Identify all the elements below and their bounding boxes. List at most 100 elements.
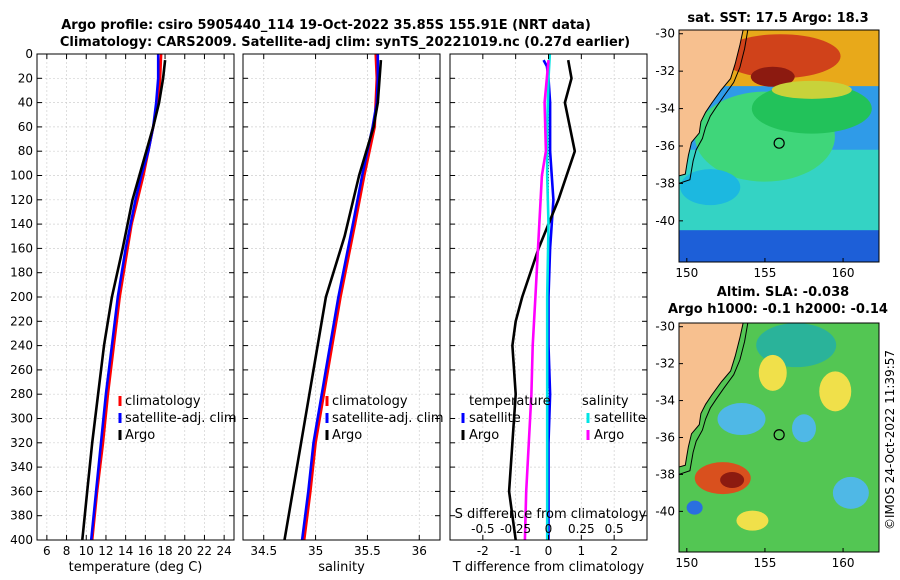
legend-label: Argo: [332, 428, 362, 443]
y-tick-label: 380: [10, 509, 33, 523]
s-axis-label: S difference from climatology: [455, 507, 647, 522]
x-axis-label: salinity: [318, 560, 365, 575]
map-x-tick-label: 160: [832, 556, 855, 570]
map-y-tick-label: -40: [655, 214, 675, 228]
x-tick-label: 36: [412, 544, 427, 558]
map-y-tick-label: -34: [655, 102, 675, 116]
legend-label: temperature: [469, 394, 551, 409]
map-y-tick-label: -36: [655, 139, 675, 153]
sst-hot-core: [750, 66, 795, 87]
s-tick-label: -0.25: [500, 522, 531, 536]
x-tick-label: 35.5: [354, 544, 381, 558]
x-tick-label: 22: [197, 544, 212, 558]
x-tick-label: 12: [98, 544, 113, 558]
map-x-tick-label: 160: [832, 266, 855, 280]
legend-label: satellite-adj. clim: [332, 411, 444, 426]
x-tick-label: -1: [510, 544, 522, 558]
x-tick-label: 16: [138, 544, 153, 558]
map-x-tick-label: 150: [675, 556, 698, 570]
argo-position-marker: [773, 137, 785, 149]
y-tick-label: 200: [10, 290, 33, 304]
y-tick-label: 300: [10, 412, 33, 426]
panel-temperature: 6 8 10 12 14 16 18 20 22 24 temperature (deg C) 0 20…: [10, 47, 237, 575]
x-tick-label: 14: [118, 544, 133, 558]
sla-low: [686, 500, 703, 515]
y-tick-label: 120: [10, 193, 33, 207]
y-tick-label: 220: [10, 314, 33, 328]
s-tick-label: -0.5: [471, 522, 494, 536]
map-field: [679, 323, 879, 552]
x-tick-label: -2: [477, 544, 489, 558]
title-line1: Argo profile: csiro 5905440_114 19-Oct-2…: [61, 18, 591, 33]
y-tick-label: 180: [10, 266, 33, 280]
sst-hot: [720, 34, 841, 79]
map-y-tick-label: -30: [655, 27, 675, 41]
x-tick-label: 6: [43, 544, 51, 558]
series-s-argo: [523, 59, 550, 541]
series-s-satellite: [545, 53, 552, 540]
legend-label: climatology: [125, 394, 201, 409]
y-tick-label: 140: [10, 217, 33, 231]
map-y-tick-label: -38: [655, 176, 675, 190]
map-y-tick-label: -32: [655, 357, 675, 371]
x-axis-label: temperature (deg C): [69, 560, 203, 575]
title-line2: Climatology: CARS2009. Satellite-adj cli…: [60, 35, 630, 50]
legend-label: salinity: [582, 394, 629, 409]
map-y-tick-label: -40: [655, 504, 675, 518]
y-tick-label: 240: [10, 339, 33, 353]
y-tick-label: 260: [10, 363, 33, 377]
map-y-tick-label: -30: [655, 320, 675, 334]
map-x-tick-label: 155: [753, 556, 776, 570]
y-tick-label: 60: [18, 120, 33, 134]
shelf-contour: [679, 30, 749, 184]
x-tick-label: 10: [79, 544, 94, 558]
map-sla: 150 155 160 -30 -32 -34 -36 -38 -40: [655, 320, 880, 570]
y-tick-label: 360: [10, 484, 33, 498]
y-tick-label: 400: [10, 533, 33, 547]
legend-label: satellite-adj. clim: [125, 411, 237, 426]
sla-blob: [792, 414, 816, 443]
map-y-tick-label: -38: [655, 467, 675, 481]
sst-map-title: sat. SST: 17.5 Argo: 18.3: [687, 11, 868, 26]
y-tick-label: 160: [10, 241, 33, 255]
land: [679, 30, 744, 177]
shelf-contour: [679, 323, 749, 475]
series-argo: [283, 60, 383, 541]
sst-cold: [679, 230, 879, 262]
sla-map-title-1: Altim. SLA: -0.038: [717, 285, 849, 300]
y-tick-label: 340: [10, 460, 33, 474]
x-tick-label: 2: [610, 544, 618, 558]
legend-label: Argo: [469, 428, 499, 443]
y-tick-label: 40: [18, 96, 33, 110]
y-tick-label: 320: [10, 436, 33, 450]
x-axis-label: T difference from climatology: [452, 560, 645, 575]
x-tick-label: 34.5: [250, 544, 277, 558]
x-tick-label: 20: [177, 544, 192, 558]
map-y-tick-label: -32: [655, 64, 675, 78]
series-t-argo: [507, 59, 577, 541]
map-y-tick-label: -34: [655, 394, 675, 408]
sst-eddy: [680, 169, 741, 206]
y-tick-label: 0: [25, 47, 33, 61]
sla-map-title-2: Argo h1000: -0.1 h2000: -0.14: [668, 302, 888, 317]
sla-high-core: [720, 471, 745, 488]
sla-blob: [758, 354, 787, 391]
x-tick-label: 1: [578, 544, 586, 558]
x-tick-label: 8: [63, 544, 71, 558]
sla-blob: [717, 403, 766, 436]
series-argo: [81, 59, 167, 541]
y-tick-label: 20: [18, 71, 33, 85]
y-tick-label: 100: [10, 169, 33, 183]
legend-label: climatology: [332, 394, 408, 409]
series-satellite-adj-clim: [89, 54, 160, 541]
map-x-tick-label: 150: [675, 266, 698, 280]
s-tick-label: 0: [545, 522, 553, 536]
panel-difference: -2 -1 0 1 2 T difference from climatology temp…: [449, 53, 648, 575]
s-tick-label: 0.25: [568, 522, 595, 536]
x-tick-label: 24: [217, 544, 232, 558]
sla-blob: [832, 476, 869, 509]
map-y-tick-label: -36: [655, 431, 675, 445]
argo-position-marker: [773, 429, 785, 441]
